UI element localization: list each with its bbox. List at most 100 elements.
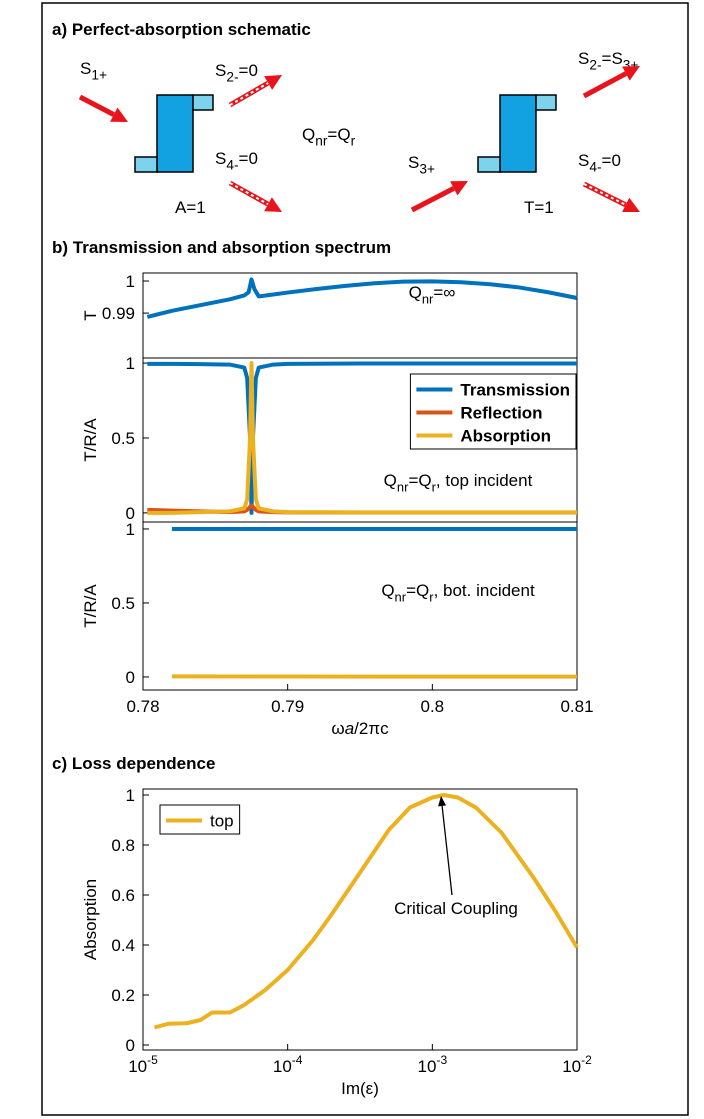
arrow-head — [450, 181, 468, 196]
tick-exponent: -3 — [436, 1053, 447, 1067]
text-part: a — [345, 719, 354, 738]
device-step — [192, 94, 214, 111]
legend-label: top — [210, 812, 234, 831]
arrow — [438, 796, 453, 896]
text-part: Q — [384, 471, 397, 490]
y-tick-label: 0.99 — [102, 304, 135, 323]
y-tick-label: 0.8 — [111, 836, 135, 855]
y-axis-label: T — [81, 310, 100, 320]
arrow-shaft — [582, 71, 628, 99]
tick-base: 10 — [562, 1057, 581, 1076]
text-part: S — [408, 153, 419, 172]
arrow — [410, 181, 468, 213]
text-part: =Q — [408, 471, 431, 490]
plot-frame — [142, 788, 578, 1051]
text-part: 4- — [226, 158, 238, 173]
tick-base: 10 — [128, 1057, 147, 1076]
text-part: =∞ — [433, 283, 455, 302]
text-part: ω — [331, 719, 344, 738]
text-part: , bot. incident — [434, 581, 535, 600]
text-part: S — [215, 61, 226, 80]
arrow-head — [622, 66, 640, 81]
arrow — [582, 181, 640, 212]
schematic-label: T=1 — [524, 198, 554, 217]
arrow-head — [110, 107, 128, 122]
y-tick-label: 1 — [126, 786, 135, 805]
tick-exponent: -4 — [292, 1053, 303, 1067]
legend-label: Transmission — [460, 381, 570, 400]
panel-title: a) Perfect-absorption schematic — [52, 20, 311, 39]
x-tick-label: 10-5 — [128, 1053, 158, 1076]
legend: Transmission Reflection Absorption — [409, 373, 577, 450]
panel-title: c) Loss dependence — [52, 754, 215, 773]
text-part: =0 — [239, 149, 258, 168]
text-part: T=1 — [524, 198, 554, 217]
x-tick-label: 10-3 — [418, 1053, 448, 1076]
y-tick-label: 0 — [126, 1036, 135, 1055]
y-axis-label: Absorption — [81, 879, 100, 960]
legend-label: Absorption — [460, 427, 551, 446]
device-step — [535, 94, 557, 111]
arrow — [78, 94, 128, 122]
schematic-label: S1+ — [80, 59, 107, 83]
device-block — [156, 94, 194, 173]
text-part: =S — [602, 49, 623, 68]
tick-exponent: -2 — [581, 1053, 592, 1067]
x-tick-label: 0.8 — [421, 697, 445, 716]
text-part: r — [351, 134, 356, 149]
y-tick-label: 0.2 — [111, 986, 135, 1005]
arrow — [582, 66, 640, 99]
text-part: 3+ — [419, 162, 435, 177]
text-part: =0 — [239, 61, 258, 80]
y-tick-label: 0 — [126, 668, 135, 687]
plot-frame — [142, 521, 578, 691]
schematic-label: S2-=0 — [215, 61, 258, 85]
x-axis-label: Im(ε) — [341, 1079, 379, 1098]
y-tick-label: 1 — [126, 272, 135, 291]
arrow-dash — [229, 182, 269, 206]
arrow-dash — [229, 82, 269, 106]
text-part: r — [432, 479, 437, 494]
schematic-label: S4-=0 — [578, 151, 621, 175]
text-part: =Q — [327, 125, 350, 144]
x-axis-label: ωa/2πc — [331, 719, 389, 738]
y-axis-label: T/R/A — [81, 418, 100, 462]
y-axis-label: T/R/A — [81, 584, 100, 628]
y-tick-label: 0 — [126, 504, 135, 523]
arrow-shaft — [441, 805, 453, 896]
text-part: nr — [315, 134, 328, 149]
text-part: S — [578, 151, 589, 170]
y-tick-label: 0.6 — [111, 886, 135, 905]
text-part: =Q — [406, 581, 429, 600]
text-part: Q — [409, 283, 422, 302]
text-part: Q — [302, 125, 315, 144]
text-part: 2- — [589, 58, 601, 73]
x-tick-label: 0.78 — [126, 697, 159, 716]
schematic-label: A=1 — [175, 198, 206, 217]
text-part: Q — [381, 581, 394, 600]
text-part: 4- — [589, 160, 601, 175]
text-part: S — [80, 59, 91, 78]
y-tick-label: 0.4 — [111, 936, 135, 955]
device-step — [134, 156, 158, 173]
x-tick-label: 0.81 — [560, 697, 593, 716]
device-left — [134, 94, 214, 173]
y-tick-label: 1 — [126, 354, 135, 373]
legend: top — [159, 804, 241, 835]
schematic-label: S3+ — [408, 153, 435, 177]
arrow-head — [438, 796, 447, 807]
x-tick-label: 0.79 — [271, 697, 304, 716]
legend-label: Reflection — [460, 404, 542, 423]
x-tick-label: 10-4 — [273, 1053, 303, 1076]
arrow-shaft — [78, 94, 115, 117]
schematic-label: Qnr=Qr — [302, 125, 356, 149]
text-part: , top incident — [436, 471, 533, 490]
tick-exponent: -5 — [147, 1053, 158, 1067]
text-part: S — [215, 149, 226, 168]
schematic-label: S4-=0 — [215, 149, 258, 173]
panel-title: b) Transmission and absorption spectrum — [52, 238, 391, 257]
text-part: A=1 — [175, 198, 206, 217]
text-part: 2- — [226, 70, 238, 85]
text-part: nr — [397, 479, 409, 494]
